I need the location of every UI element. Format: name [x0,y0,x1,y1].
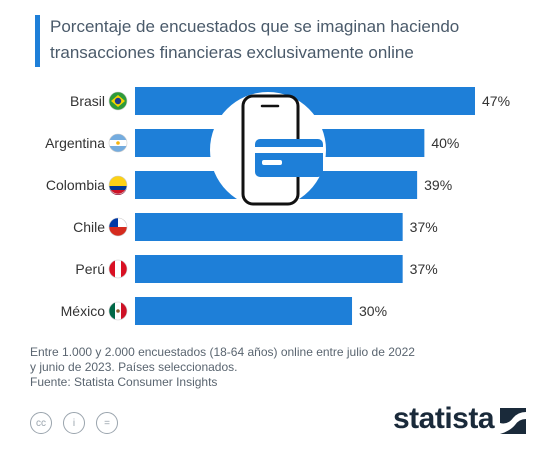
footnote-line-1: Entre 1.000 y 2.000 encuestados (18-64 a… [30,345,415,359]
footnote-line-2: y junio de 2023. Países seleccionados. [30,360,238,374]
statista-logo-text: statista [393,402,495,435]
peru-flag-icon [108,259,128,279]
cc-license-icon: cc [30,412,52,434]
value-label: 37% [410,261,438,277]
title-accent-bar [35,15,40,67]
category-label: Chile [73,219,105,235]
category-label: Brasil [70,93,105,109]
bar-5 [135,297,353,325]
value-label: 47% [482,93,510,109]
mexico-flag-icon [108,301,128,321]
mobile-payment-card-icon [210,92,326,208]
category-label: Perú [75,261,105,277]
value-label: 30% [359,303,387,319]
chart-title: Porcentaje de encuestados que se imagina… [50,17,460,62]
footnote: Entre 1.000 y 2.000 encuestados (18-64 a… [30,345,530,390]
category-label: Argentina [45,135,105,151]
brazil-flag-icon [108,91,128,111]
value-label: 40% [431,135,459,151]
colombia-flag-icon [108,175,128,195]
value-label: 39% [424,177,452,193]
value-label: 37% [410,219,438,235]
bar-chart: Brasil 47% Argentina 40% Colombia 39% Chile 37%… [45,87,510,325]
no-derivatives-icon: = [96,412,118,434]
category-label: Colombia [46,177,105,193]
category-label: México [61,303,106,319]
source-note: Fuente: Statista Consumer Insights [30,375,218,389]
bar-4 [135,255,403,283]
attribution-icon: i [63,412,85,434]
bar-3 [135,213,403,241]
statista-logo-icon [500,408,526,434]
argentina-flag-icon [108,133,128,153]
chile-flag-icon [108,217,128,237]
